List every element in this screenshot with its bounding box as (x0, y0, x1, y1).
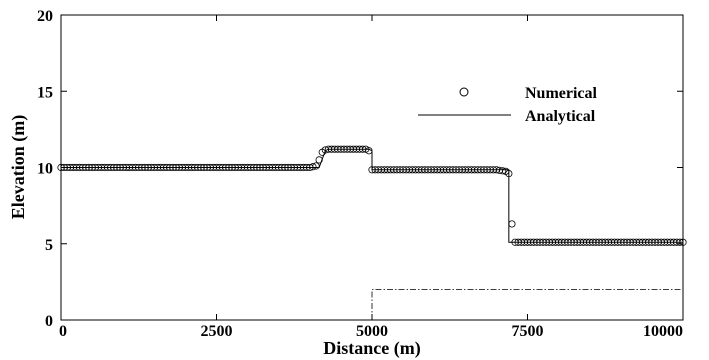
axis-ticks: 0 2500 5000 7500 10000 0 5 10 15 20 (37, 8, 684, 340)
x-axis-label: Distance (m) (323, 338, 420, 359)
legend: Numerical Analytical (418, 85, 598, 125)
dash-dot-line (61, 289, 683, 321)
x-tick-label: 5000 (356, 323, 388, 340)
legend-numerical-label: Numerical (525, 85, 598, 102)
numerical-point (312, 162, 320, 170)
series-layer (57, 145, 687, 321)
x-tick-label: 10000 (643, 323, 683, 340)
numerical-point (679, 238, 687, 246)
numerical-point (309, 163, 317, 171)
legend-analytical-label: Analytical (525, 108, 596, 125)
numerical-point (508, 220, 516, 228)
numerical-point (505, 170, 513, 178)
legend-numerical-marker (459, 87, 469, 97)
x-tick-label: 2500 (201, 323, 233, 340)
y-axis-label: Elevation (m) (8, 115, 29, 219)
y-tick-label: 15 (37, 84, 53, 101)
numerical-point (365, 147, 373, 155)
numerical-point (676, 238, 684, 246)
x-tick-label: 7500 (512, 323, 544, 340)
y-tick-label: 0 (45, 313, 53, 330)
x-tick-label: 0 (59, 323, 67, 340)
numerical-point (499, 167, 507, 175)
y-tick-label: 5 (45, 237, 53, 254)
y-tick-label: 20 (37, 8, 53, 25)
y-tick-label: 10 (37, 161, 53, 178)
numerical-point (315, 156, 323, 164)
